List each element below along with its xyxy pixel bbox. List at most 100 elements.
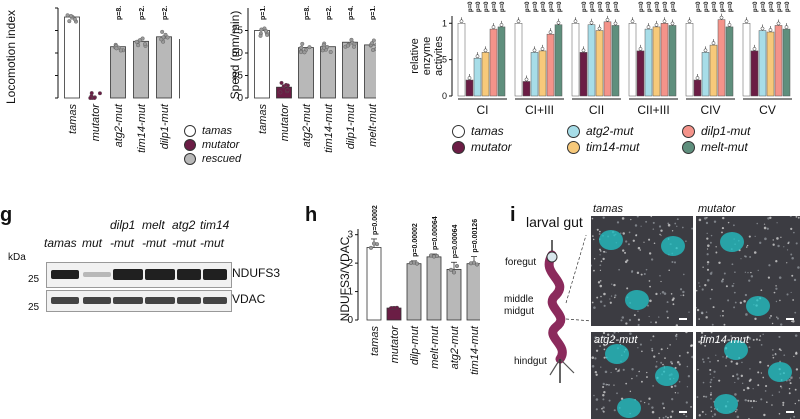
speckle [648, 238, 651, 241]
data-point [711, 41, 716, 45]
gut-diagram [544, 235, 593, 383]
speckle [755, 338, 758, 341]
speckle [626, 287, 629, 290]
speckle [763, 413, 766, 417]
speckle [778, 276, 782, 279]
speckle [790, 376, 793, 380]
speckle [675, 338, 678, 340]
p-value: p=0 [484, 1, 490, 12]
speckle [678, 354, 681, 357]
speckle [733, 291, 736, 294]
speckle [776, 317, 780, 320]
speckle [743, 337, 745, 339]
category-label: tamas [257, 104, 269, 134]
nucleus [599, 230, 623, 250]
data-point [325, 44, 330, 49]
bar [660, 23, 669, 97]
bar [717, 19, 726, 97]
bar [685, 23, 694, 97]
speckle [652, 335, 655, 338]
speckle [731, 263, 734, 266]
data-point [88, 95, 93, 100]
speckle [772, 354, 774, 356]
y-tick-label: 1 [347, 287, 353, 298]
speckle [660, 280, 662, 283]
bar [466, 263, 480, 321]
speckle [713, 220, 717, 223]
speckle [637, 323, 640, 326]
speckle [631, 377, 633, 380]
speckle [594, 336, 597, 339]
speckle [615, 368, 618, 370]
speckle [603, 304, 606, 307]
speckle [775, 300, 778, 303]
speckle [685, 415, 688, 418]
data-point [581, 48, 586, 53]
speckle [751, 406, 754, 409]
data-point [140, 36, 145, 41]
band-label-ndufs3: NDUFS3 [232, 266, 281, 280]
p-value: p=0 [533, 1, 539, 12]
speckle [643, 241, 645, 243]
speckle [646, 376, 648, 379]
speckle [666, 310, 669, 313]
bar [254, 30, 270, 99]
data-point [776, 21, 781, 26]
scale-bar [679, 411, 687, 413]
speckle [704, 344, 707, 347]
speckle [793, 278, 797, 282]
speckle [671, 410, 674, 413]
speckle [792, 319, 795, 323]
speckle [641, 350, 643, 353]
speckle [603, 250, 606, 253]
speckle [760, 372, 763, 374]
data-point [143, 42, 148, 47]
speckle [676, 225, 678, 228]
speckle [748, 235, 751, 238]
bar [497, 26, 506, 97]
speckle [706, 253, 709, 256]
category-label: melt-mut [367, 103, 376, 147]
data-point [454, 264, 459, 269]
legend-label: tim14-mut [586, 140, 640, 154]
speckle [696, 308, 700, 312]
speckle [629, 390, 632, 393]
speckle [790, 291, 792, 294]
speckle [797, 266, 800, 269]
data-point [259, 27, 264, 32]
micrograph-mutator [696, 216, 800, 326]
speckle [749, 255, 752, 258]
blot-col-label-top: tim14 [200, 218, 230, 232]
speckle [608, 399, 611, 402]
speckle [649, 299, 652, 303]
speckle [686, 365, 689, 368]
data-point [375, 242, 380, 247]
speckle [793, 231, 795, 234]
bar [406, 263, 422, 321]
data-point [516, 19, 521, 24]
bar [652, 26, 661, 97]
p-value: p=0 [769, 1, 775, 12]
legend-swatch [452, 124, 465, 138]
speckle [732, 375, 735, 378]
blot-band [145, 297, 175, 304]
scale-bar [679, 318, 687, 320]
speckle [776, 237, 779, 240]
speckle [788, 378, 791, 382]
data-point [395, 305, 400, 310]
speckle [697, 368, 699, 371]
bar [366, 247, 382, 321]
speckle [610, 371, 612, 374]
micrograph-label-mutator: mutator [698, 203, 736, 215]
speckle [640, 225, 642, 227]
speckle [635, 234, 638, 237]
data-point [630, 19, 635, 24]
speckle [667, 223, 671, 227]
data-point [540, 47, 545, 51]
legend-label: mutator [471, 140, 512, 154]
speckle [602, 393, 605, 397]
bar [603, 21, 612, 97]
legend-label: melt-mut [701, 140, 748, 154]
category-label: atg2-mut [449, 325, 461, 369]
speckle [772, 239, 774, 241]
